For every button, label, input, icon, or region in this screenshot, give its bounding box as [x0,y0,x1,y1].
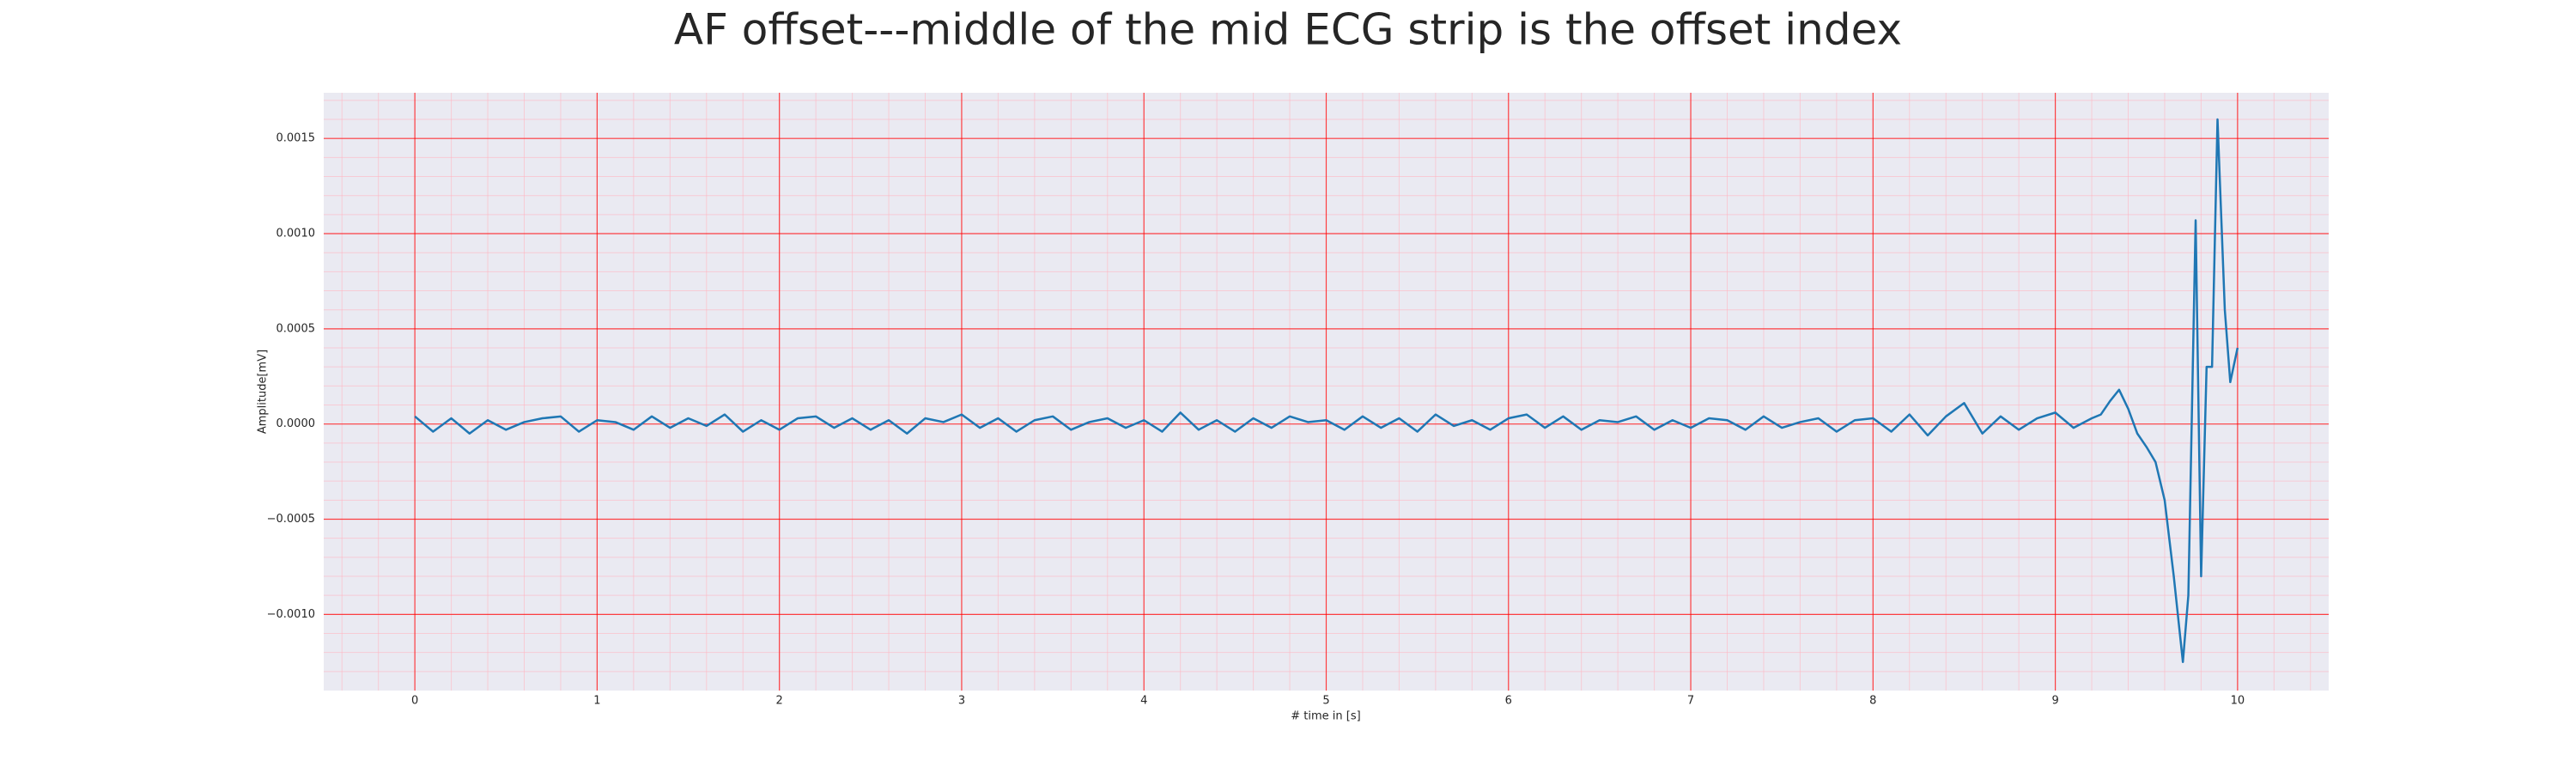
x-tick-label: 3 [958,695,965,708]
x-tick-label: 0 [411,695,418,708]
x-tick-label: 2 [776,695,783,708]
x-tick-label: 4 [1140,695,1147,708]
chart-title: AF offset---middle of the mid ECG strip … [674,5,1902,55]
data-line [414,118,2239,663]
y-tick-label: 0.0000 [276,417,316,430]
x-tick-label: 8 [1869,695,1876,708]
y-tick-label: 0.0005 [276,322,316,335]
x-tick-label: 7 [1687,695,1694,708]
y-tick-label: 0.0015 [276,132,316,145]
y-tick-label: 0.0010 [276,228,316,240]
x-tick-label: 1 [593,695,600,708]
x-tick-label: 9 [2051,695,2058,708]
marks [414,118,2239,663]
y-tick-label: −0.0010 [267,608,315,621]
grid [324,93,2329,691]
y-axis-label: Amplitude[mV] [257,350,270,434]
y-tick-label: −0.0005 [267,513,315,526]
x-tick-label: 10 [2231,695,2245,708]
x-axis-label: # time in [s] [1291,710,1360,723]
x-tick-label: 5 [1322,695,1329,708]
x-tick-label: 6 [1505,695,1512,708]
